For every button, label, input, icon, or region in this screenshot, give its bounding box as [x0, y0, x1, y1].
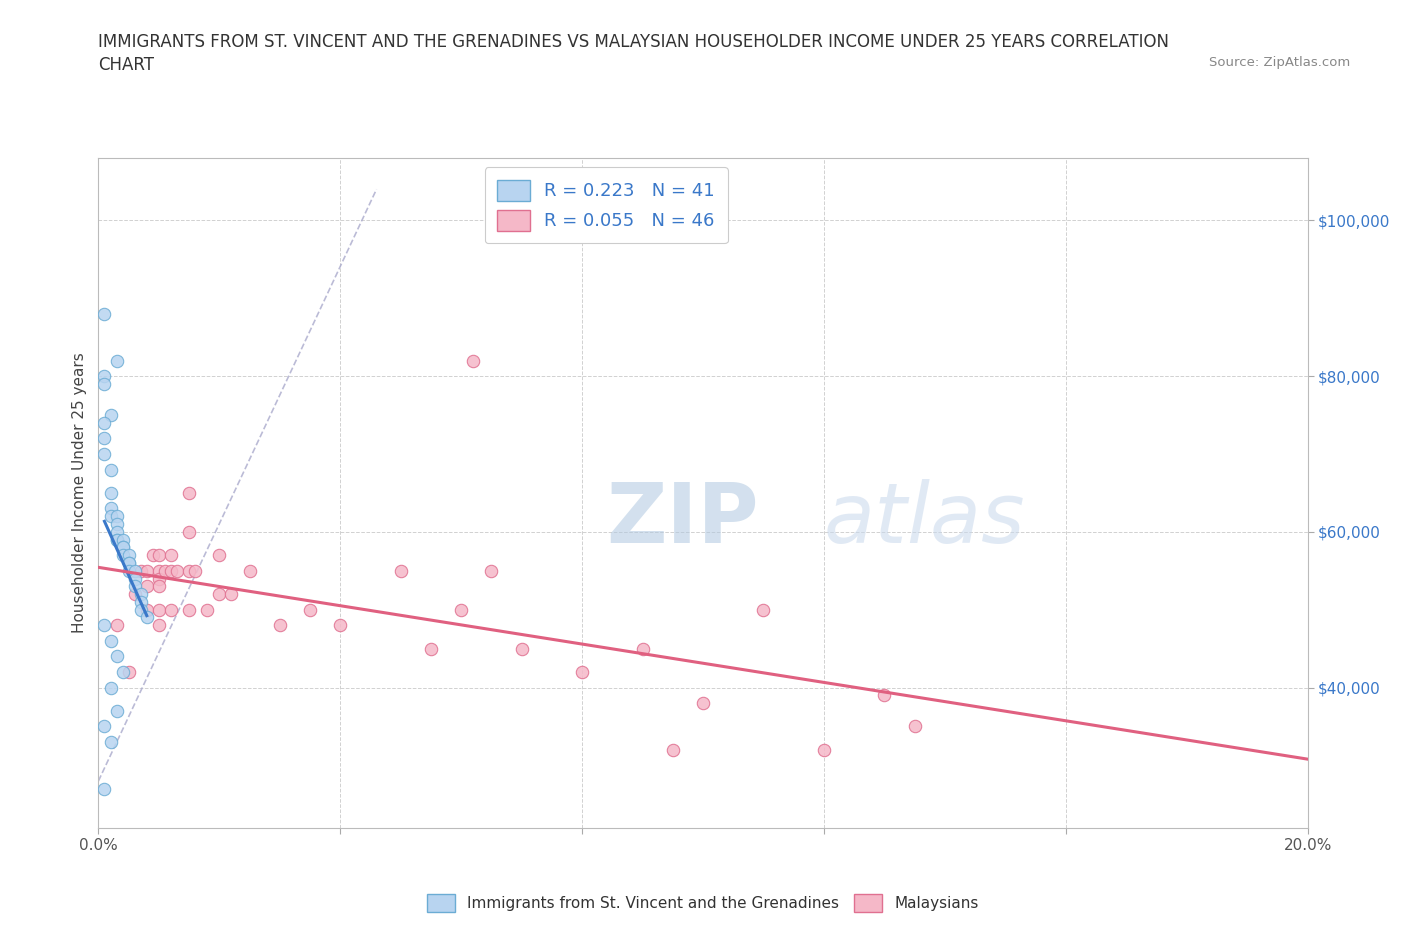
Point	[148, 578, 170, 593]
Point	[692, 696, 714, 711]
Point	[124, 564, 146, 578]
Point	[269, 618, 291, 632]
Point	[184, 564, 207, 578]
Point	[177, 525, 201, 539]
Point	[100, 680, 122, 695]
Point	[105, 649, 128, 664]
Point	[571, 665, 593, 680]
Point	[93, 416, 115, 431]
Point	[118, 564, 141, 578]
Point	[221, 587, 243, 602]
Point	[208, 548, 231, 563]
Y-axis label: Householder Income Under 25 years: Householder Income Under 25 years	[72, 352, 87, 633]
Point	[195, 603, 218, 618]
Text: atlas: atlas	[824, 479, 1025, 560]
Point	[100, 633, 122, 648]
Point	[118, 555, 141, 570]
Point	[135, 603, 157, 618]
Point	[93, 781, 115, 796]
Point	[124, 587, 146, 602]
Point	[177, 603, 201, 618]
Point	[135, 578, 157, 593]
Point	[105, 618, 128, 632]
Point	[904, 719, 927, 734]
Point	[752, 603, 775, 618]
Point	[93, 446, 115, 461]
Point	[111, 665, 134, 680]
Point	[124, 578, 146, 593]
Point	[299, 603, 322, 618]
Point	[100, 735, 122, 750]
Point	[105, 703, 128, 718]
Point	[111, 532, 134, 547]
Point	[419, 641, 441, 656]
Point	[105, 516, 128, 531]
Point	[166, 564, 188, 578]
Point	[813, 742, 835, 757]
Point	[111, 548, 134, 563]
Text: CHART: CHART	[98, 56, 155, 73]
Point	[148, 603, 170, 618]
Point	[111, 540, 134, 555]
Point	[100, 485, 122, 500]
Point	[510, 641, 533, 656]
Point	[389, 564, 412, 578]
Point	[111, 540, 134, 555]
Point	[118, 548, 141, 563]
Point	[631, 641, 654, 656]
Point	[148, 548, 170, 563]
Point	[105, 353, 128, 368]
Point	[105, 532, 128, 547]
Point	[129, 587, 152, 602]
Point	[105, 525, 128, 539]
Point	[239, 564, 262, 578]
Point	[153, 564, 176, 578]
Point	[177, 564, 201, 578]
Point	[873, 688, 896, 703]
Point	[118, 555, 141, 570]
Point	[208, 587, 231, 602]
Point	[105, 532, 128, 547]
Point	[93, 431, 115, 445]
Legend: Immigrants from St. Vincent and the Grenadines, Malaysians: Immigrants from St. Vincent and the Gren…	[422, 888, 984, 918]
Point	[129, 594, 152, 609]
Text: ZIP: ZIP	[606, 479, 759, 560]
Point	[100, 509, 122, 524]
Point	[661, 742, 683, 757]
Point	[93, 306, 115, 321]
Legend: R = 0.223   N = 41, R = 0.055   N = 46: R = 0.223 N = 41, R = 0.055 N = 46	[485, 167, 728, 243]
Point	[148, 564, 170, 578]
Point	[93, 368, 115, 383]
Point	[93, 618, 115, 632]
Point	[100, 407, 122, 422]
Point	[93, 719, 115, 734]
Point	[129, 564, 152, 578]
Point	[160, 548, 183, 563]
Point	[481, 564, 503, 578]
Point	[160, 564, 183, 578]
Point	[100, 462, 122, 477]
Point	[148, 571, 170, 586]
Text: Source: ZipAtlas.com: Source: ZipAtlas.com	[1209, 56, 1350, 69]
Point	[124, 571, 146, 586]
Point	[118, 665, 141, 680]
Point	[135, 564, 157, 578]
Point	[105, 509, 128, 524]
Point	[329, 618, 352, 632]
Point	[129, 603, 152, 618]
Point	[135, 610, 157, 625]
Point	[93, 377, 115, 392]
Point	[463, 353, 485, 368]
Point	[142, 548, 165, 563]
Text: IMMIGRANTS FROM ST. VINCENT AND THE GRENADINES VS MALAYSIAN HOUSEHOLDER INCOME U: IMMIGRANTS FROM ST. VINCENT AND THE GREN…	[98, 33, 1170, 50]
Point	[148, 618, 170, 632]
Point	[100, 501, 122, 516]
Point	[450, 603, 472, 618]
Point	[160, 603, 183, 618]
Point	[177, 485, 201, 500]
